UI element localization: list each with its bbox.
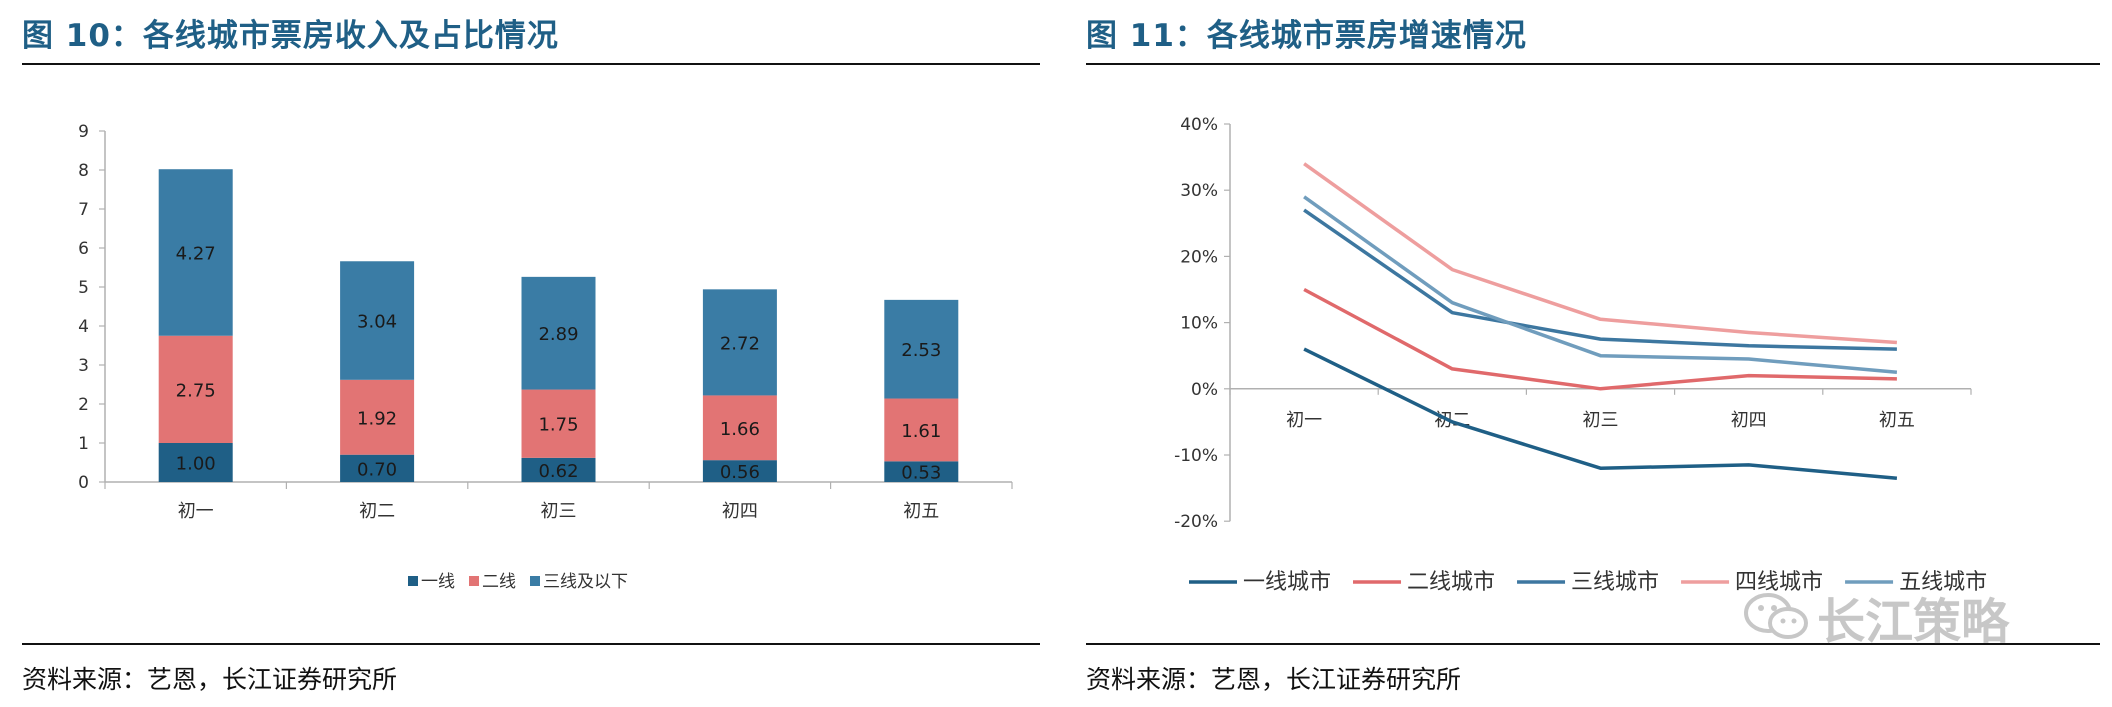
left-footer-rule: [22, 643, 1040, 645]
y-tick-label: 10%: [1180, 314, 1218, 334]
x-tick-label: 初四: [722, 501, 758, 522]
right-footer-rule: [1086, 643, 2100, 645]
y-tick-label: 6: [78, 239, 89, 259]
y-tick-label: 1: [78, 434, 89, 454]
series-line: [1303, 208, 1897, 351]
x-tick-label: 初二: [359, 501, 395, 522]
y-tick-label: 30%: [1180, 181, 1218, 201]
x-tick-label: 初三: [541, 501, 577, 522]
left-source-note: 资料来源：艺恩，长江证券研究所: [22, 665, 398, 694]
bar-segment: [158, 169, 233, 336]
legend-label: 一线城市: [1243, 570, 1331, 595]
left-figure-title: 图 10：各线城市票房收入及占比情况: [22, 18, 559, 54]
y-tick-label: 5: [78, 278, 89, 298]
left-title-rule: [22, 63, 1040, 65]
watermark-text: 长江策略: [1817, 594, 2010, 650]
x-tick-label: 初五: [1879, 410, 1915, 431]
bar-value-label: 1.00: [176, 454, 216, 475]
right-title-rule: [1086, 63, 2100, 65]
y-tick-label: 4: [78, 317, 89, 337]
bar-value-label: 2.53: [901, 340, 941, 361]
left-figure-panel: 图 10：各线城市票房收入及占比情况 0 1 2 3 4 5 6 7 8 9 1.00 2.75 4.2…: [0, 0, 1040, 707]
bar-segment: [884, 461, 959, 482]
bar-segment: [702, 289, 777, 396]
bar-segment: [340, 379, 415, 455]
series-line: [1303, 162, 1898, 345]
legend-label: 五线城市: [1899, 570, 1987, 595]
right-figure-title: 图 11：各线城市票房增速情况: [1086, 18, 1527, 54]
y-tick-label: -10%: [1174, 446, 1218, 466]
series-line: [1303, 347, 1898, 480]
y-tick-label: 3: [78, 356, 89, 376]
bar-value-label: 0.70: [357, 459, 397, 480]
bar-value-label: 4.27: [176, 243, 216, 264]
legend-label: 一线: [421, 572, 455, 592]
bar-segment: [521, 389, 596, 458]
legend-swatch: [530, 576, 540, 586]
bar-value-label: 1.92: [357, 408, 397, 429]
watermark: 长江策略: [1742, 582, 2009, 650]
legend-label: 三线城市: [1571, 570, 1659, 595]
y-tick-label: 40%: [1180, 115, 1218, 135]
bar-segment: [521, 276, 596, 390]
bar-value-label: 0.62: [538, 461, 578, 482]
x-tick-label: 初一: [1286, 410, 1322, 431]
legend-swatch: [408, 576, 418, 586]
right-figure-panel: 图 11：各线城市票房增速情况 40% 30% 20% 10% 0% -10% -20% 初一…: [1086, 0, 2112, 707]
bar-value-label: 0.53: [901, 463, 941, 484]
bar-segment: [884, 398, 959, 462]
right-source-note: 资料来源：艺恩，长江证券研究所: [1086, 665, 1462, 694]
bar-segment: [702, 395, 777, 461]
y-tick-label: 20%: [1180, 247, 1218, 267]
stacked-bar-chart: 0 1 2 3 4 5 6 7 8 9 1.00 2.75 4.27 初一 0.70 1.92 3.04 初二 0.…: [78, 122, 1013, 592]
series-line: [1303, 287, 1897, 391]
legend-swatch: [469, 576, 479, 586]
y-tick-label: 2: [78, 395, 89, 415]
bar-value-label: 3.04: [357, 312, 397, 333]
bar-value-label: 2.75: [176, 380, 216, 401]
bar-value-label: 2.72: [720, 333, 760, 354]
legend-label: 二线: [482, 572, 516, 592]
legend-label: 四线城市: [1735, 570, 1823, 595]
bar-value-label: 2.89: [538, 324, 578, 345]
x-tick-label: 初三: [1583, 410, 1619, 431]
wechat-icon: [1744, 593, 1808, 639]
bar-segment: [158, 443, 233, 482]
y-tick-label: 8: [78, 161, 89, 181]
x-tick-label: 初一: [178, 501, 214, 522]
y-tick-label: -20%: [1174, 512, 1218, 532]
y-tick-label: 0: [78, 473, 89, 493]
bar-segment: [884, 299, 959, 399]
bar-value-label: 1.75: [538, 415, 578, 436]
y-tick-label: 0%: [1191, 380, 1218, 400]
y-tick-label: 7: [78, 200, 89, 220]
legend-label: 三线及以下: [543, 572, 628, 592]
bar-value-label: 0.56: [720, 462, 760, 483]
bar-value-label: 1.66: [720, 419, 760, 440]
bar-segment: [702, 460, 777, 482]
legend-label: 二线城市: [1407, 570, 1495, 595]
x-tick-label: 初四: [1731, 410, 1767, 431]
bar-value-label: 1.61: [901, 421, 941, 442]
series-line: [1303, 195, 1898, 375]
bar-segment: [158, 335, 233, 443]
bar-segment: [340, 261, 415, 380]
bar-segment: [340, 454, 415, 482]
y-tick-label: 9: [78, 122, 89, 142]
bar-segment: [521, 457, 596, 482]
x-tick-label: 初五: [903, 501, 939, 522]
